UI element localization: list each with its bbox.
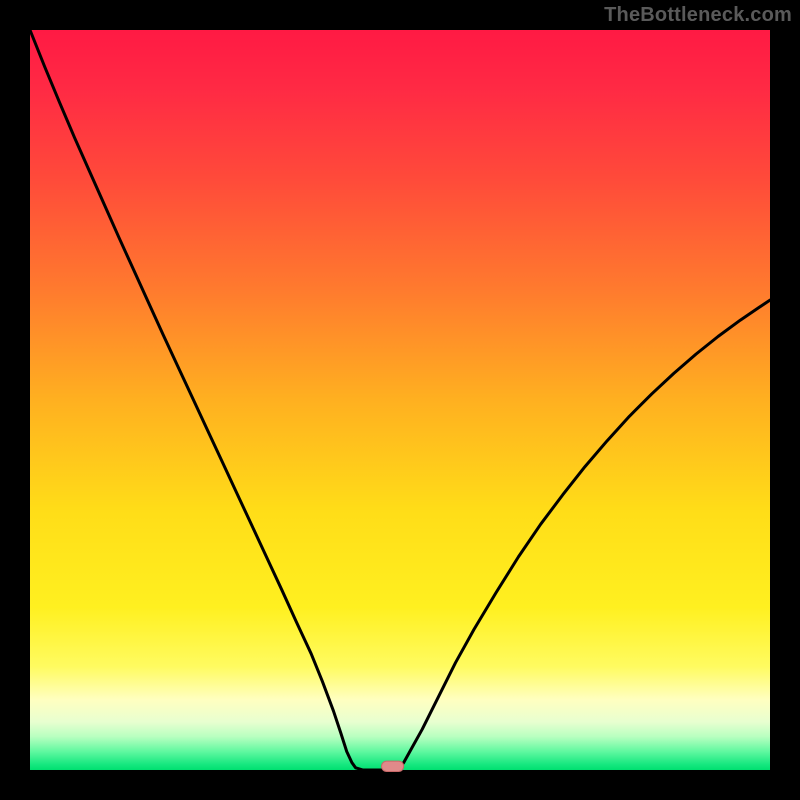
plot-gradient-background (30, 30, 770, 770)
optimal-marker (382, 761, 404, 771)
chart-stage: TheBottleneck.com (0, 0, 800, 800)
bottleneck-chart (0, 0, 800, 800)
